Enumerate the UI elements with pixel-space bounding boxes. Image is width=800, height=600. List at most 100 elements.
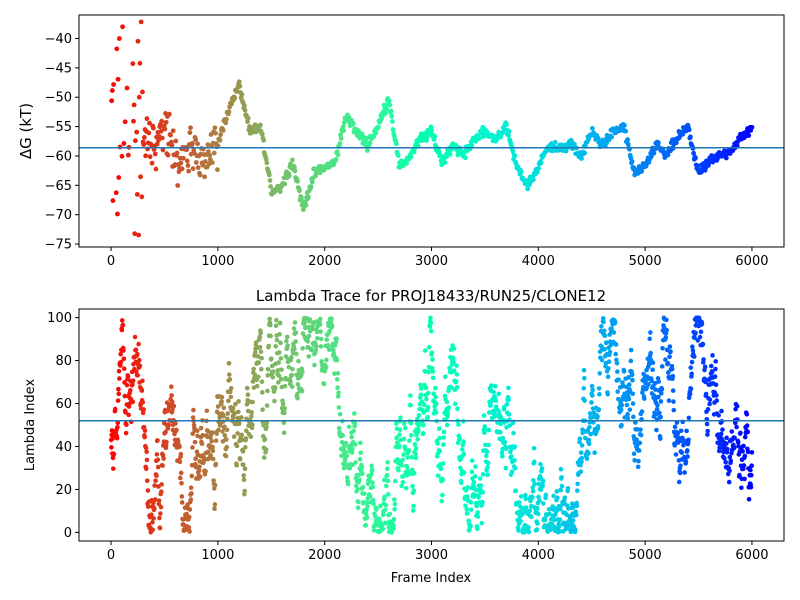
delta-g-point	[259, 131, 265, 137]
lambda-point	[478, 483, 484, 488]
lambda-point	[709, 369, 715, 375]
delta-g-point	[531, 177, 536, 183]
lambda-point	[144, 449, 149, 455]
lambda-point	[607, 349, 613, 355]
delta-g-point	[131, 118, 136, 124]
lambda-point	[385, 478, 391, 484]
lambda-point	[439, 498, 445, 504]
lambda-point	[413, 451, 418, 457]
lambda-point	[666, 370, 671, 375]
lambda-point	[601, 319, 606, 325]
delta-g-point	[224, 116, 229, 122]
delta-g-point	[166, 111, 172, 117]
lambda-point	[485, 464, 490, 470]
lambda-point	[257, 345, 263, 350]
lambda-point	[558, 506, 563, 512]
delta-g-point	[388, 108, 394, 114]
delta-g-point	[665, 152, 671, 158]
x-tick-label: 2000	[308, 254, 341, 269]
lambda-point	[155, 464, 161, 470]
lambda-point	[136, 341, 141, 347]
lambda-point	[177, 459, 183, 465]
lambda-point	[150, 527, 156, 533]
lambda-point	[409, 433, 414, 438]
lambda-point	[748, 484, 754, 490]
lambda-point	[142, 434, 147, 440]
lambda-point	[692, 335, 697, 341]
lambda-point	[198, 425, 204, 431]
lambda-point	[605, 391, 611, 397]
lambda-point	[413, 446, 419, 451]
lambda-point	[411, 471, 417, 476]
lambda-point	[722, 456, 727, 461]
lambda-point	[401, 473, 406, 479]
lambda-point	[512, 444, 518, 449]
lambda-point	[675, 430, 681, 436]
lambda-point	[262, 436, 268, 442]
lambda-point	[707, 397, 713, 402]
lambda-point	[590, 393, 595, 398]
lambda-point	[648, 330, 653, 335]
lambda-point	[647, 336, 653, 342]
lambda-point	[740, 449, 745, 454]
lambda-point	[398, 415, 403, 420]
delta-g-point	[680, 131, 686, 137]
delta-g-point	[162, 126, 168, 132]
lambda-point	[179, 500, 185, 505]
lambda-point	[210, 456, 216, 462]
lambda-point	[586, 441, 592, 447]
lambda-point	[409, 454, 414, 460]
lambda-point	[397, 427, 403, 433]
lambda-point	[698, 329, 704, 335]
delta-g-point	[186, 168, 191, 174]
lambda-point	[483, 453, 489, 459]
lambda-point	[392, 507, 397, 512]
delta-g-point	[622, 122, 627, 128]
lambda-point	[234, 462, 239, 468]
lambda-point	[557, 523, 562, 529]
lambda-point	[718, 431, 724, 437]
lambda-point	[130, 381, 135, 387]
lambda-point	[418, 386, 424, 391]
lambda-point	[242, 466, 248, 472]
delta-g-point	[333, 157, 339, 162]
lambda-point	[291, 326, 297, 331]
lambda-point	[541, 501, 546, 506]
lambda-point	[355, 487, 360, 492]
lambda-point	[468, 523, 473, 529]
lambda-point	[601, 328, 607, 334]
lambda-point	[145, 488, 151, 493]
lambda-point	[264, 424, 269, 430]
lambda-point	[235, 431, 240, 436]
lambda-point	[436, 426, 442, 431]
delta-g-point	[241, 103, 247, 109]
lambda-point	[535, 511, 541, 517]
lambda-point	[454, 384, 460, 390]
lambda-point	[463, 503, 468, 509]
lambda-point	[590, 387, 595, 393]
delta-g-point	[114, 46, 120, 52]
lambda-point	[135, 373, 140, 378]
delta-g-point	[359, 131, 365, 137]
lambda-point	[726, 479, 732, 485]
lambda-point	[307, 317, 313, 322]
lambda-point	[599, 357, 605, 363]
lambda-point	[678, 428, 684, 434]
delta-g-point	[116, 36, 122, 41]
lambda-point	[626, 396, 632, 402]
lambda-point	[701, 357, 706, 362]
delta-g-point	[140, 89, 145, 95]
lambda-point	[404, 464, 410, 470]
delta-g-point	[261, 137, 266, 143]
lambda-point	[213, 438, 219, 443]
lambda-point	[359, 471, 365, 476]
lambda-point	[332, 371, 337, 376]
lambda-point	[529, 514, 534, 520]
lambda-point	[473, 464, 478, 469]
lambda-point	[371, 528, 377, 533]
x-tick-label: 0	[107, 254, 115, 269]
delta-g-point	[136, 232, 142, 238]
lambda-point	[744, 412, 750, 417]
lambda-point	[119, 327, 125, 333]
delta-g-point	[559, 142, 565, 148]
